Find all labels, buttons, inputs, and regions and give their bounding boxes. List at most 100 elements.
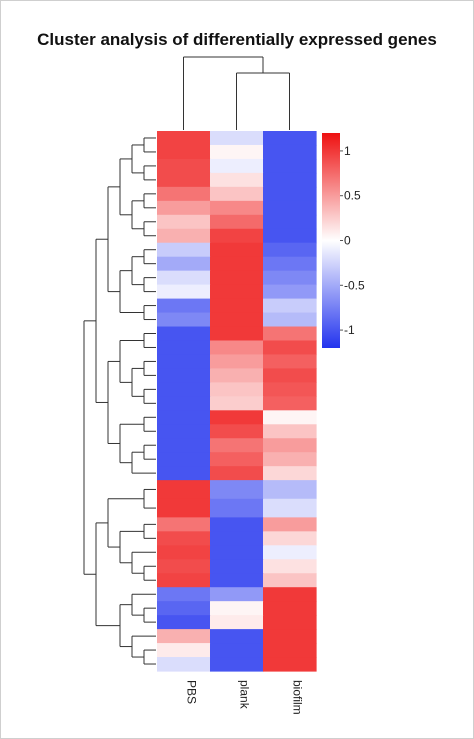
heatmap-cell-r26-biofilm (263, 498, 317, 518)
heatmap-cell-r21-pbs (157, 424, 211, 439)
heatmap-cell-r9-pbs (157, 256, 211, 272)
column-label-pbs: PBS (185, 680, 199, 704)
heatmap-cell-r19-biofilm (263, 396, 317, 411)
heatmap-cell-r12-biofilm (263, 298, 317, 314)
heatmap-cell-r26-pbs (157, 498, 211, 518)
heatmap-cell-r17-plank (210, 368, 264, 383)
chart-title: Cluster analysis of differentially expre… (37, 30, 437, 49)
heatmap-cell-r19-plank (210, 396, 264, 411)
heatmap-cell-r33-biofilm (263, 601, 317, 616)
heatmap-cell-r18-plank (210, 382, 264, 397)
heatmap-cell-r3-pbs (157, 172, 211, 188)
heatmap-cell-r36-biofilm (263, 643, 317, 658)
heatmap-cell-r30-plank (210, 559, 264, 574)
heatmap-cell-r22-pbs (157, 438, 211, 453)
heatmap-cell-r14-plank (210, 326, 264, 342)
heatmap-cell-r6-plank (210, 214, 264, 230)
heatmap-cell-r18-pbs (157, 382, 211, 397)
heatmap-cell-r37-biofilm (263, 657, 317, 672)
legend-tick-label: 0.5 (344, 189, 361, 203)
heatmap-cell-r16-pbs (157, 354, 211, 370)
heatmap-cell-r2-biofilm (263, 158, 317, 174)
heatmap-cell-r7-biofilm (263, 228, 317, 244)
heatmap-cell-r25-pbs (157, 480, 211, 500)
column-labels: PBS plank biofilm (185, 680, 305, 715)
heatmap-cell-r36-plank (210, 643, 264, 658)
heatmap-cell-r7-pbs (157, 228, 211, 244)
heatmap-cell-r30-biofilm (263, 559, 317, 574)
heatmap-cell-r8-biofilm (263, 242, 317, 258)
heatmap-cell-r29-plank (210, 545, 264, 560)
heatmap-cell-r36-pbs (157, 643, 211, 658)
heatmap-cell-r24-plank (210, 466, 264, 481)
legend-tick-label: -0.5 (344, 278, 365, 292)
heatmap-cell-r6-biofilm (263, 214, 317, 230)
heatmap-cell-r23-plank (210, 452, 264, 467)
heatmap-cell-r21-plank (210, 424, 264, 439)
heatmap-cell-r8-pbs (157, 242, 211, 258)
heatmap-cell-r9-plank (210, 256, 264, 272)
heatmap-cell-r9-biofilm (263, 256, 317, 272)
heatmap-cell-r1-biofilm (263, 144, 317, 160)
heatmap-cell-r20-pbs (157, 410, 211, 425)
heatmap-cell-r32-plank (210, 587, 264, 602)
heatmap-cell-r14-pbs (157, 326, 211, 342)
heatmap-cell-r10-biofilm (263, 270, 317, 286)
heatmap-cell-r25-plank (210, 480, 264, 500)
heatmap-cell-r5-pbs (157, 200, 211, 216)
heatmap-cell-r23-biofilm (263, 452, 317, 467)
heatmap-cell-r17-biofilm (263, 368, 317, 383)
heatmap-cell-r28-biofilm (263, 531, 317, 546)
heatmap-cell-r27-pbs (157, 517, 211, 532)
heatmap-cell-r8-plank (210, 242, 264, 258)
heatmap-cell-r18-biofilm (263, 382, 317, 397)
heatmap-cell-r23-pbs (157, 452, 211, 467)
heatmap-cell-r6-pbs (157, 214, 211, 230)
heatmap-cell-r34-pbs (157, 615, 211, 630)
heatmap-cell-r2-pbs (157, 158, 211, 174)
column-label-plank: plank (238, 680, 252, 710)
heatmap-cell-r28-plank (210, 531, 264, 546)
heatmap-cell-r20-biofilm (263, 410, 317, 425)
legend-tick-label: 1 (344, 144, 351, 158)
color-legend: 1 0.5 0 -0.5 -1 (322, 133, 365, 348)
heatmap-cell-r13-plank (210, 312, 264, 328)
heatmap-cell-r31-pbs (157, 573, 211, 588)
heatmap-cell-r0-pbs (157, 131, 211, 146)
heatmap-cell-r4-biofilm (263, 186, 317, 202)
heatmap-cell-r1-pbs (157, 144, 211, 160)
heatmap-cells (157, 131, 317, 672)
column-label-biofilm: biofilm (291, 680, 305, 715)
heatmap-cell-r13-pbs (157, 312, 211, 328)
heatmap-cell-r11-biofilm (263, 284, 317, 300)
heatmap-cell-r24-pbs (157, 466, 211, 481)
heatmap-cell-r21-biofilm (263, 424, 317, 439)
heatmap-cell-r16-biofilm (263, 354, 317, 370)
heatmap-cell-r4-pbs (157, 186, 211, 202)
heatmap-cell-r31-biofilm (263, 573, 317, 588)
heatmap-cell-r11-pbs (157, 284, 211, 300)
heatmap-cell-r31-plank (210, 573, 264, 588)
heatmap-cell-r33-plank (210, 601, 264, 616)
heatmap-cell-r3-plank (210, 172, 264, 188)
heatmap-cell-r20-plank (210, 410, 264, 425)
heatmap-cell-r10-pbs (157, 270, 211, 286)
heatmap-cell-r34-biofilm (263, 615, 317, 630)
heatmap-cell-r25-biofilm (263, 480, 317, 500)
heatmap-cell-r35-biofilm (263, 629, 317, 644)
heatmap-cell-r14-biofilm (263, 326, 317, 342)
heatmap-cell-r32-pbs (157, 587, 211, 602)
heatmap-cell-r12-plank (210, 298, 264, 314)
heatmap-cell-r22-plank (210, 438, 264, 453)
heatmap-cell-r13-biofilm (263, 312, 317, 328)
heatmap-cell-r2-plank (210, 158, 264, 174)
heatmap-cell-r24-biofilm (263, 466, 317, 481)
heatmap-cell-r1-plank (210, 144, 264, 160)
heatmap-cell-r12-pbs (157, 298, 211, 314)
heatmap-cell-r10-plank (210, 270, 264, 286)
heatmap-cell-r28-pbs (157, 531, 211, 546)
column-dendrogram (183, 56, 290, 130)
heatmap-cell-r33-pbs (157, 601, 211, 616)
heatmap-cell-r35-pbs (157, 629, 211, 644)
